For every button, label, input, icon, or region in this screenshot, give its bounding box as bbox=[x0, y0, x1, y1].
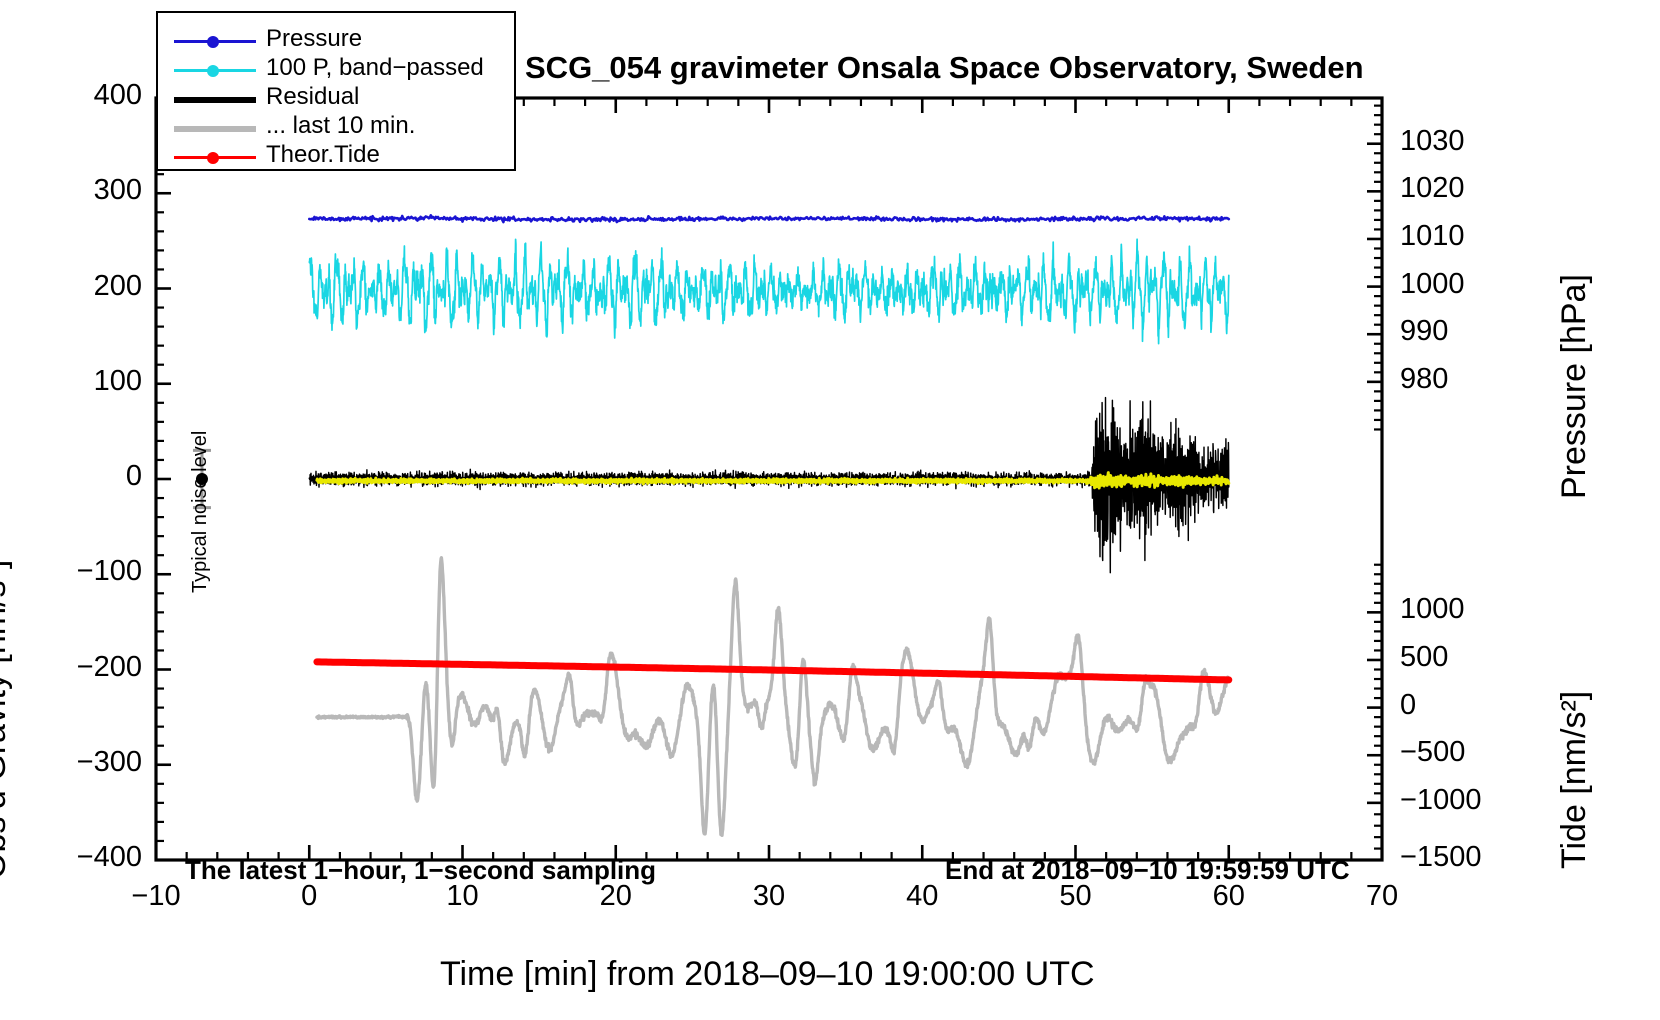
y-axis-label-left: Obs’d Gravity [nm/s²] bbox=[0, 559, 13, 879]
legend-label: Pressure bbox=[266, 25, 363, 52]
legend-swatch-3 bbox=[174, 97, 256, 103]
legend-item[interactable]: Residual bbox=[158, 83, 518, 113]
y-tick-label: 300 bbox=[93, 174, 142, 207]
x-tick-label: 0 bbox=[301, 880, 318, 912]
x-axis-label: Time [min] from 2018–09–10 19:00:00 UTC bbox=[440, 955, 1095, 993]
legend-label: Residual bbox=[266, 83, 360, 110]
legend-marker-dot bbox=[207, 65, 219, 77]
x-tick-label: 10 bbox=[446, 880, 479, 912]
x-tick-label: −10 bbox=[131, 880, 181, 912]
legend-item[interactable]: Pressure bbox=[158, 25, 518, 55]
x-tick-label: 20 bbox=[599, 880, 632, 912]
tide-tick-label: −1500 bbox=[1400, 841, 1482, 873]
legend-item[interactable]: ... last 10 min. bbox=[158, 112, 518, 142]
series-theoretical-tide bbox=[313, 658, 1233, 684]
pressure-tick-label: 1000 bbox=[1400, 267, 1465, 300]
pressure-tick-label: 1020 bbox=[1400, 172, 1465, 205]
sampling-note: The latest 1−hour, 1−second sampling bbox=[185, 855, 657, 885]
legend-item[interactable]: 100 P, band−passed bbox=[158, 54, 518, 84]
x-tick-label: 70 bbox=[1365, 880, 1399, 912]
y-tick-label: 0 bbox=[125, 460, 142, 492]
page-title: SCG_054 gravimeter Onsala Space Observat… bbox=[525, 50, 1364, 85]
pressure-tick-label: 990 bbox=[1400, 315, 1449, 348]
legend-marker-dot bbox=[207, 36, 219, 48]
end-time-note: End at 2018−09−10 19:59:59 UTC bbox=[945, 855, 1350, 885]
y-tick-label: 400 bbox=[93, 79, 142, 111]
x-tick-label: 30 bbox=[752, 880, 786, 912]
tide-tick-label: 0 bbox=[1400, 688, 1417, 721]
tide-tick-label: −1000 bbox=[1400, 783, 1482, 816]
y-axis-label-right-pressure: Pressure [hPa] bbox=[1555, 274, 1593, 499]
series-yellow-overlay bbox=[315, 471, 1231, 490]
pressure-tick-label: 1010 bbox=[1400, 219, 1465, 252]
typical-noise-level-label: Typical noise level bbox=[189, 430, 211, 593]
x-tick-label: 50 bbox=[1059, 880, 1092, 912]
series-pressure bbox=[308, 214, 1231, 224]
tide-tick-label: 500 bbox=[1400, 640, 1449, 673]
y-tick-label: −300 bbox=[76, 745, 142, 778]
x-tick-label: 40 bbox=[906, 880, 939, 912]
tide-tick-label: −500 bbox=[1400, 736, 1466, 769]
series-layer bbox=[308, 214, 1233, 837]
legend-swatch-4 bbox=[174, 126, 256, 132]
y-tick-label: 200 bbox=[93, 269, 142, 302]
pressure-tick-label: 1030 bbox=[1400, 124, 1465, 157]
legend-label: ... last 10 min. bbox=[266, 112, 416, 139]
annotation-layer bbox=[192, 448, 211, 510]
y-tick-label: −400 bbox=[76, 841, 142, 873]
legend-label: Theor.Tide bbox=[266, 141, 380, 168]
noise-level-marker bbox=[195, 473, 208, 485]
y-tick-label: 100 bbox=[93, 364, 142, 397]
tide-tick-label: 1000 bbox=[1400, 593, 1465, 626]
legend-item[interactable]: Theor.Tide bbox=[158, 141, 518, 171]
y-tick-label: −200 bbox=[76, 650, 142, 683]
legend-marker-dot bbox=[207, 152, 219, 164]
legend: Pressure 100 P, band−passed Residual... la… bbox=[156, 11, 516, 171]
x-tick-label: 60 bbox=[1212, 880, 1245, 912]
pressure-tick-label: 980 bbox=[1400, 362, 1449, 395]
y-axis-label-right-tide: Tide [nm/s²] bbox=[1555, 690, 1593, 869]
y-tick-label: −100 bbox=[76, 555, 142, 588]
series-bandpassed bbox=[308, 238, 1230, 345]
series-last-10-min bbox=[315, 556, 1231, 837]
legend-label: 100 P, band−passed bbox=[266, 54, 484, 81]
